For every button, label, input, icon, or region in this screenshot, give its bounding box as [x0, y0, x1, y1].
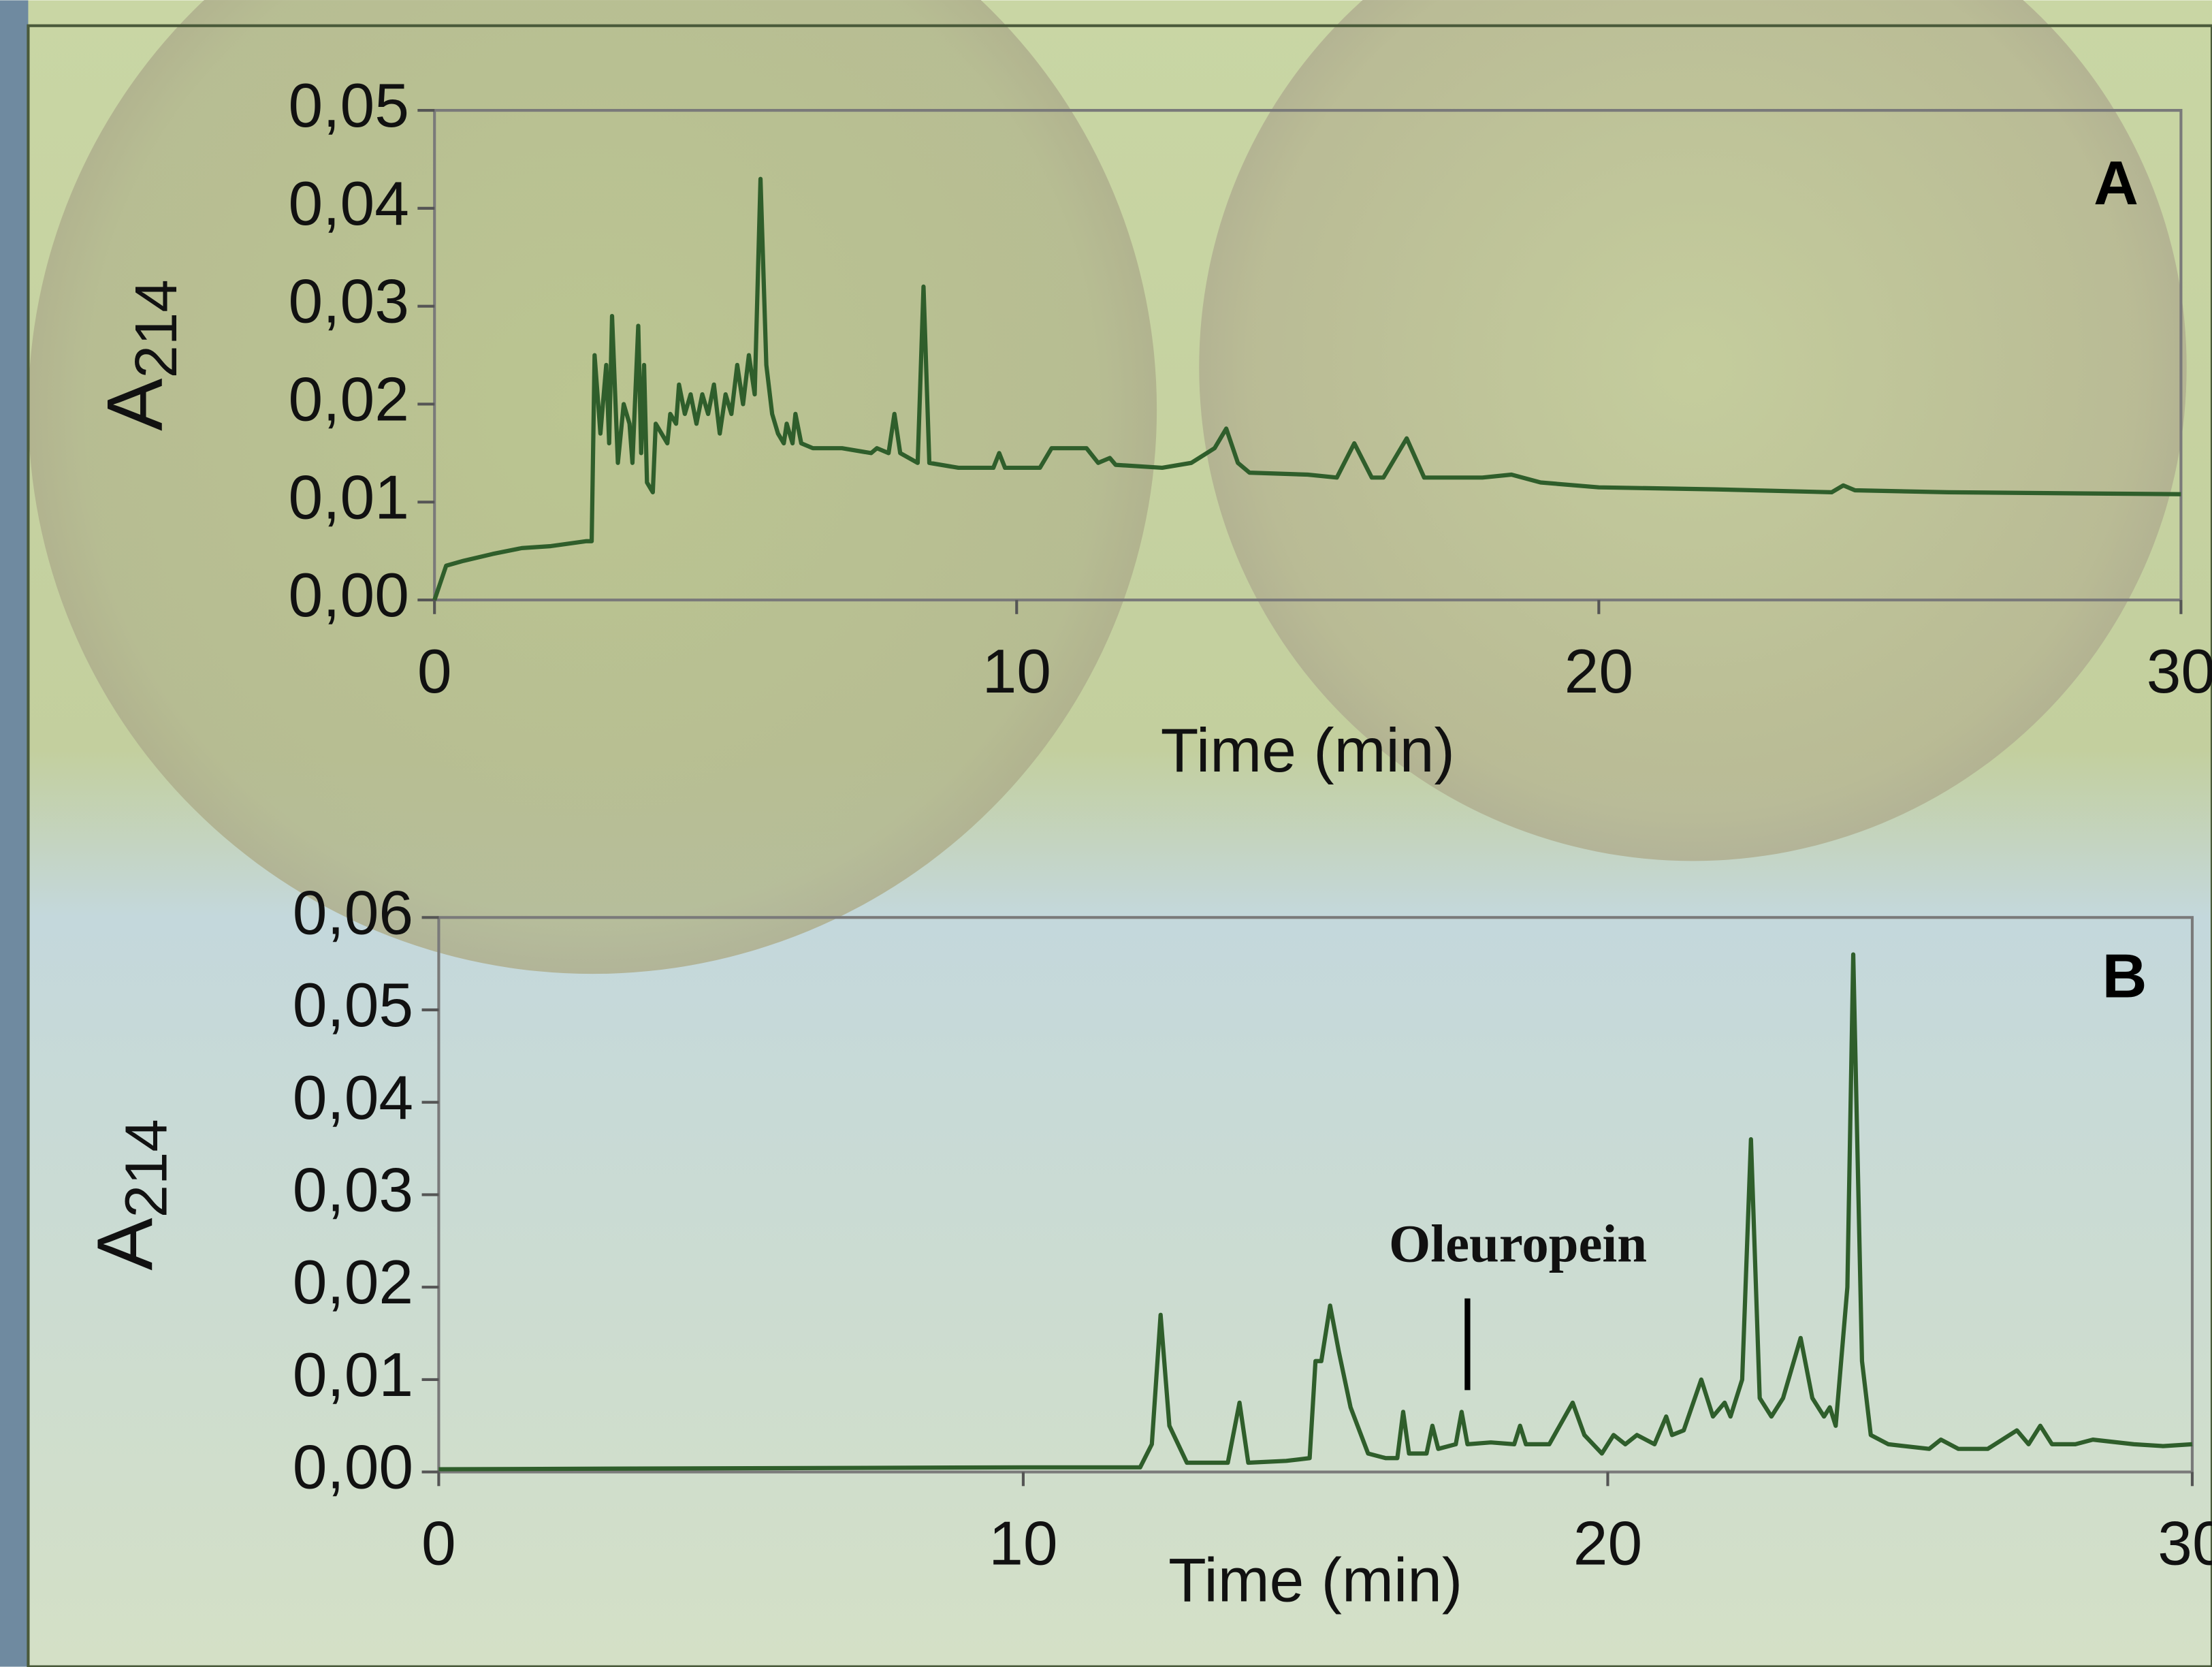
y-axis-label-subscript: 214 [123, 279, 189, 378]
y-tick-label: 0,02 [293, 1248, 413, 1317]
y-tick-label: 0,00 [293, 1433, 413, 1502]
x-tick-label: 10 [989, 1509, 1057, 1578]
y-tick-label: 0,03 [288, 267, 408, 336]
x-axis-label: Time (min) [1161, 716, 1455, 785]
y-axis-label-subscript: 214 [114, 1119, 180, 1218]
x-axis-label: Time (min) [1168, 1545, 1462, 1615]
y-tick-label: 0,06 [293, 878, 413, 947]
x-tick-label: 0 [421, 1509, 456, 1578]
y-tick-label: 0,02 [288, 365, 408, 434]
panel-label: B [2102, 942, 2147, 1011]
panel-label: A [2094, 148, 2138, 218]
y-tick-label: 0,05 [288, 71, 408, 140]
x-tick-label: 20 [1573, 1509, 1642, 1578]
y-tick-label: 0,05 [293, 970, 413, 1040]
x-tick-label: 20 [1565, 637, 1633, 706]
background [0, 0, 2212, 1667]
y-tick-label: 0,03 [293, 1156, 413, 1225]
page: {"chart_data":[ {"type":"line","panel_la… [0, 0, 2212, 1667]
y-tick-label: 0,04 [288, 169, 408, 238]
y-axis-label-main: A [80, 1218, 169, 1271]
x-tick-label: 10 [982, 637, 1051, 706]
chart: 0,00 0,01 0,02 0,03 0,04 0,05 0 10 20 30 Time (min… [0, 0, 2212, 1667]
y-tick-label: 0,04 [293, 1063, 413, 1132]
y-tick-label: 0,01 [293, 1340, 413, 1410]
y-tick-label: 0,01 [288, 462, 408, 532]
x-tick-label: 30 [2158, 1509, 2212, 1578]
y-axis-label-main: A [91, 378, 179, 431]
x-tick-label: 30 [2147, 637, 2212, 706]
annotation: Oleuropein [1389, 1214, 1647, 1273]
y-tick-label: 0,00 [288, 560, 408, 630]
x-tick-label: 0 [417, 637, 452, 706]
